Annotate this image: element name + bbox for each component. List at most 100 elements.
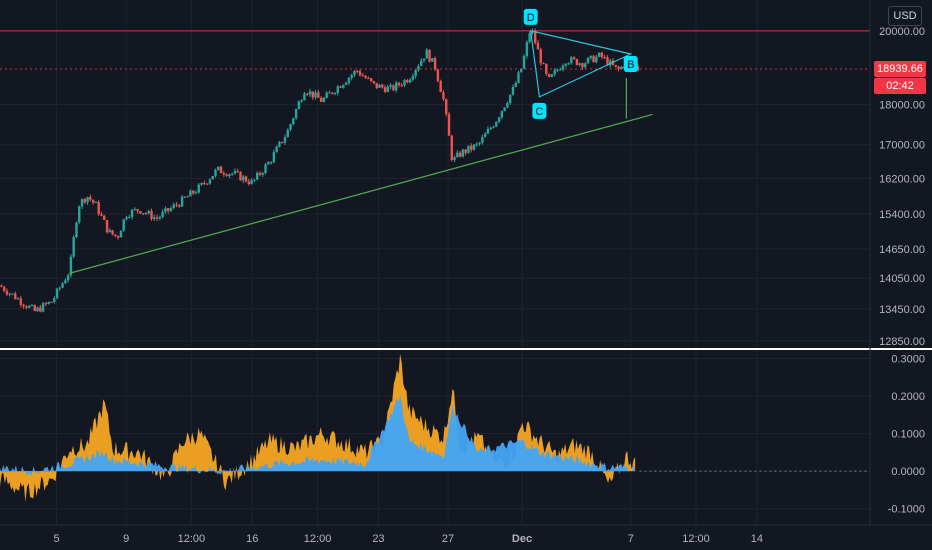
candle-body — [331, 92, 334, 94]
candle-body — [78, 206, 81, 223]
candle-body — [297, 101, 301, 110]
candle-body — [597, 52, 601, 57]
y-tick-label: 0.0000 — [891, 466, 925, 478]
candle-body — [406, 79, 409, 83]
candle-body — [22, 304, 25, 307]
annotation-label: B — [627, 59, 634, 71]
candle-body — [344, 82, 348, 85]
currency-button[interactable]: USD — [888, 6, 922, 26]
candle-body — [11, 293, 14, 295]
candle-body — [230, 173, 234, 175]
candle-body — [367, 78, 370, 80]
candle-body — [167, 208, 170, 211]
trendline — [69, 113, 653, 274]
candle-body — [617, 66, 620, 70]
annotation-label: C — [535, 106, 543, 118]
candle-body — [575, 59, 579, 66]
candle-body — [183, 196, 187, 198]
candle-body — [603, 57, 606, 59]
candle-body — [89, 197, 92, 200]
candle-body — [261, 173, 264, 175]
candle-body — [250, 180, 253, 184]
candle-body — [175, 204, 178, 206]
price-panel[interactable]: D C B — [0, 8, 870, 313]
candle-body — [5, 290, 9, 295]
y-tick-label: 12850.00 — [879, 336, 925, 348]
x-tick-label: 14 — [751, 533, 763, 545]
candle-body — [192, 190, 195, 194]
candle-body — [536, 42, 540, 50]
candle-body — [105, 220, 109, 233]
candle-body — [445, 99, 448, 115]
candle-body — [333, 92, 337, 94]
candle-body — [50, 301, 53, 303]
y-tick-label: 15400.00 — [879, 209, 925, 221]
candle-body — [428, 49, 431, 62]
candle-body — [514, 82, 517, 88]
candle-body — [300, 100, 303, 102]
candle-body — [275, 146, 278, 153]
candle-body — [497, 117, 501, 122]
candle-body — [500, 110, 504, 118]
candle-body — [211, 176, 214, 180]
candle-body — [336, 86, 339, 93]
candle-body — [614, 65, 618, 67]
candle-body — [75, 222, 78, 238]
candle-body — [550, 74, 554, 77]
candle-body — [0, 285, 3, 287]
countdown-tag: 02:42 — [874, 78, 926, 94]
candle-body — [283, 137, 287, 143]
candle-body — [486, 129, 490, 134]
candle-body — [325, 92, 328, 98]
candle-body — [317, 92, 320, 98]
candle-body — [378, 84, 381, 88]
candle-body — [636, 66, 640, 71]
candle-body — [128, 217, 131, 219]
candle-body — [372, 80, 376, 84]
x-tick-label: 23 — [372, 533, 384, 545]
oscillator-area — [0, 395, 636, 476]
candle-body — [397, 82, 401, 86]
candle-body — [108, 230, 112, 233]
candle-body — [511, 87, 515, 95]
x-tick-label: 12:00 — [178, 533, 206, 545]
candle-body — [545, 63, 548, 74]
candle-body — [141, 213, 145, 215]
candle-body — [200, 182, 203, 185]
candle-body — [581, 63, 584, 68]
candle-body — [559, 69, 562, 71]
candle-body — [222, 173, 226, 175]
x-tick-label: 5 — [53, 533, 59, 545]
candle-body — [422, 58, 426, 61]
candle-body — [539, 49, 542, 64]
candle-body — [417, 65, 420, 70]
candle-body — [47, 301, 50, 304]
candle-body — [319, 97, 323, 102]
oscillator-panel[interactable] — [0, 353, 870, 503]
candle-body — [553, 70, 556, 75]
candle-body — [133, 209, 137, 211]
y-tick-label: 13450.00 — [879, 304, 925, 316]
annotation-b: B — [623, 55, 638, 72]
candle-body — [36, 307, 39, 311]
candle-body — [16, 298, 20, 300]
candle-body — [264, 164, 267, 174]
candle-body — [433, 58, 437, 70]
candle-body — [294, 109, 298, 119]
candle-body — [258, 172, 262, 175]
candle-body — [72, 237, 75, 257]
candle-body — [169, 208, 173, 211]
candle-body — [180, 196, 184, 207]
candle-body — [447, 114, 451, 136]
candle-body — [525, 42, 529, 57]
y-tick-label: 20000.00 — [879, 26, 925, 38]
candle-body — [492, 126, 495, 128]
candle-body — [286, 129, 289, 138]
candle-body — [450, 135, 453, 161]
candle-body — [375, 83, 378, 88]
candle-body — [289, 124, 292, 130]
annotation-c: C — [532, 102, 547, 119]
candle-body — [478, 142, 481, 144]
candle-body — [164, 208, 167, 212]
